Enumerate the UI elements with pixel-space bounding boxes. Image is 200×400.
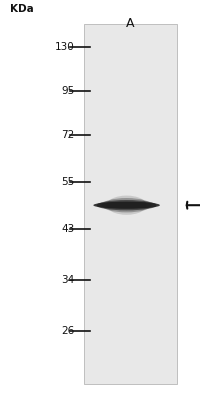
Text: 55: 55 xyxy=(61,177,74,187)
Text: 34: 34 xyxy=(61,275,74,285)
Text: 130: 130 xyxy=(54,42,74,52)
Text: 43: 43 xyxy=(61,224,74,234)
Text: A: A xyxy=(126,17,134,30)
Text: KDa: KDa xyxy=(10,4,34,14)
Text: 95: 95 xyxy=(61,86,74,96)
Ellipse shape xyxy=(101,198,151,212)
Ellipse shape xyxy=(96,200,156,210)
Text: 72: 72 xyxy=(61,130,74,140)
Text: 26: 26 xyxy=(61,326,74,336)
Ellipse shape xyxy=(106,196,146,215)
Ellipse shape xyxy=(93,202,159,209)
FancyBboxPatch shape xyxy=(84,24,176,384)
